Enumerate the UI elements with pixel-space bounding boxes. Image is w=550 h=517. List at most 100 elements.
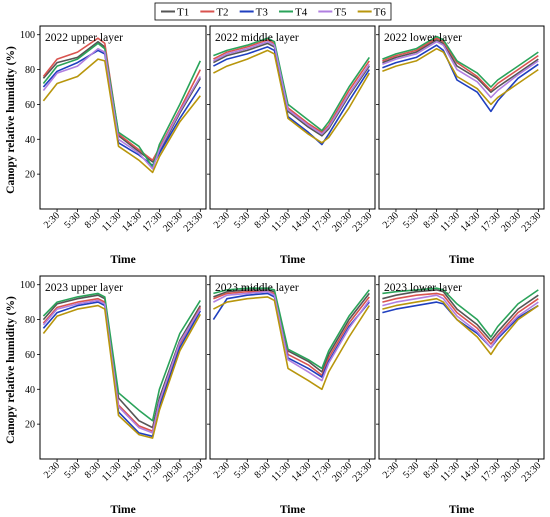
legend-box [154,2,392,21]
series-line-t4 [382,35,539,88]
y-axis-title-bottom: Canopy relative humidity (%) [5,296,17,444]
y-tick-label: 100 [20,30,35,41]
x-axis-title: Time [449,254,474,266]
series-line-t1 [213,42,370,137]
series-line-t4 [42,292,201,422]
series-line-t5 [213,290,370,382]
x-axis-title: Time [110,254,135,266]
legend-label-t5: T5 [334,7,347,19]
x-tick-label: 17:30 [310,460,334,484]
x-tick-label: 23:30 [520,210,544,234]
y-tick-label: 40 [25,385,35,396]
y-axis-title-top: Canopy relative humidity (%) [5,46,17,194]
x-tick-label: 17:30 [141,210,165,234]
x-tick-label: 11:30 [269,210,293,234]
x-tick-label: 20:30 [330,210,354,234]
x-tick-label: 14:30 [290,460,314,484]
series-line-t1 [382,289,539,342]
series-line-t2 [382,292,539,345]
y-tick-label: 20 [25,170,35,181]
series-line-t6 [213,49,370,144]
x-tick-label: 17:30 [479,210,503,234]
x-tick-label: 17:30 [310,210,334,234]
x-tick-label: 23:30 [520,460,544,484]
series-line-t4 [382,287,539,338]
x-axis-title: Time [280,504,305,516]
x-tick-label: 20:30 [161,460,185,484]
legend-label-t4: T4 [295,7,308,19]
series-line-t5 [42,47,201,170]
legend-label-t1: T1 [177,7,189,19]
x-tick-label: 17:30 [141,460,165,484]
panel-frame [209,275,376,460]
x-tick-label: 23:30 [182,460,206,484]
x-tick-label: 2:30 [212,460,232,480]
legend-label-t3: T3 [256,7,269,19]
series-line-t5 [213,40,370,135]
series-line-t5 [382,40,539,99]
x-axis-title: Time [110,504,135,516]
y-tick-label: 80 [25,315,35,326]
series-line-t2 [382,37,539,92]
x-tick-label: 5:30 [62,210,82,230]
series-line-t6 [42,304,201,439]
series-line-t1 [382,39,539,93]
x-tick-label: 20:30 [499,460,523,484]
x-tick-label: 20:30 [499,210,523,234]
x-tick-label: 11:30 [438,460,462,484]
y-tick-label: 100 [20,280,35,291]
x-tick-label: 11:30 [269,460,293,484]
series-line-t6 [213,296,370,391]
x-tick-label: 23:30 [351,210,375,234]
series-line-t4 [213,37,370,132]
series-line-t4 [213,287,370,370]
legend: T1 T2 T3 T4 T5 T6 [154,2,392,21]
x-tick-label: 14:30 [459,460,483,484]
series-line-t5 [42,299,201,434]
panel-title: 2022 middle layer [215,32,299,44]
panel-title: 2023 lower layer [384,282,462,294]
x-tick-label: 20:30 [330,460,354,484]
series-line-t4 [42,42,202,168]
series-line-t5 [382,294,539,349]
x-tick-label: 20:30 [161,210,185,234]
x-tick-label: 2:30 [381,460,401,480]
x-tick-label: 14:30 [120,460,144,484]
y-tick-label: 60 [25,100,35,111]
x-tick-label: 14:30 [290,210,314,234]
panel-title: 2022 upper layer [45,32,123,44]
y-tick-label: 60 [25,350,35,361]
x-tick-label: 2:30 [42,210,62,230]
x-tick-label: 11:30 [100,460,124,484]
x-tick-label: 2:30 [212,210,232,230]
x-axis-title: Time [280,254,305,266]
x-tick-label: 14:30 [459,210,483,234]
x-tick-label: 14:30 [120,210,144,234]
x-tick-label: 23:30 [182,210,206,234]
panel-title: 2023 middle layer [215,282,299,294]
x-tick-label: 5:30 [62,460,82,480]
x-tick-label: 2:30 [381,210,401,230]
legend-label-t6: T6 [374,7,387,19]
x-tick-label: 5:30 [232,460,252,480]
panel-title: 2023 upper layer [45,282,123,294]
x-tick-label: 5:30 [401,460,421,480]
panel-title: 2022 lower layer [384,32,462,44]
y-tick-label: 80 [25,65,35,76]
y-tick-label: 40 [25,135,35,146]
series-line-t6 [382,297,539,356]
x-tick-label: 2:30 [42,460,62,480]
y-tick-label: 20 [25,420,35,431]
x-tick-label: 17:30 [479,460,503,484]
x-tick-label: 5:30 [232,210,252,230]
x-tick-label: 11:30 [438,210,462,234]
panel-frame [39,275,207,460]
x-tick-label: 11:30 [100,210,124,234]
